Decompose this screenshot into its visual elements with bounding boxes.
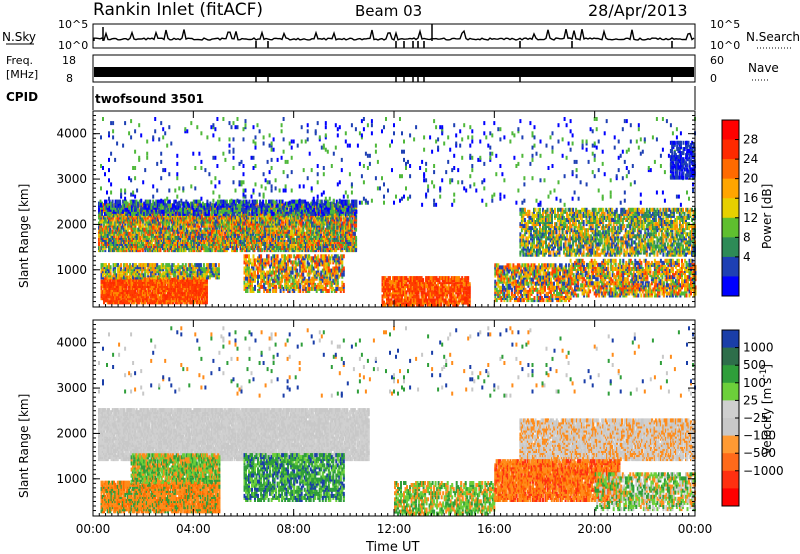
date-title: 28/Apr/2013 — [588, 1, 688, 20]
radar-summary-plot: Rankin Inlet (fitACF) Beam 03 28/Apr/201… — [0, 0, 800, 554]
power-pixel — [215, 263, 217, 267]
nave-label: Nave — [748, 61, 779, 75]
cpid-value: twofsound 3501 — [95, 92, 204, 106]
nsky-label: N.Sky — [2, 30, 36, 44]
beam-title: Beam 03 — [355, 2, 422, 20]
nave-tick-bottom: 0 — [710, 72, 717, 85]
power-pixel — [120, 263, 122, 267]
power-pixel — [180, 275, 182, 279]
power-pixel — [168, 275, 170, 279]
freq-trace — [94, 67, 694, 77]
power-pixel — [218, 263, 220, 267]
power-pixel — [191, 275, 193, 279]
nsearch-tick-bottom: 10^0 — [710, 39, 740, 52]
nsky-tick-top: 10^5 — [58, 18, 88, 31]
freq-label: Freq. — [6, 54, 33, 67]
nsearch-tick-top: 10^5 — [710, 18, 740, 31]
power-pixel — [110, 271, 112, 275]
power-pixel — [110, 265, 112, 269]
nsearch-label: N.Search — [746, 30, 800, 44]
nsky-line — [94, 29, 694, 41]
nsky-trace — [94, 24, 694, 48]
station-title: Rankin Inlet (fitACF) — [93, 0, 263, 20]
power-heatmap — [98, 117, 697, 307]
power-pixel — [203, 263, 205, 267]
freq-unit-label: [MHz] — [6, 68, 38, 81]
cpid-label: CPID — [6, 90, 38, 104]
nave-tick-top: 60 — [710, 54, 724, 67]
power-pixel — [200, 263, 202, 267]
power-pixel — [185, 263, 187, 267]
power-pixel — [218, 267, 220, 271]
power-pixel — [98, 242, 100, 246]
freq-spikes — [256, 77, 672, 82]
freq-tick-top: 18 — [62, 54, 76, 67]
freq-tick-bottom: 8 — [66, 72, 73, 85]
nsky-tick-bottom: 10^0 — [58, 39, 88, 52]
power-pixel — [155, 275, 157, 279]
